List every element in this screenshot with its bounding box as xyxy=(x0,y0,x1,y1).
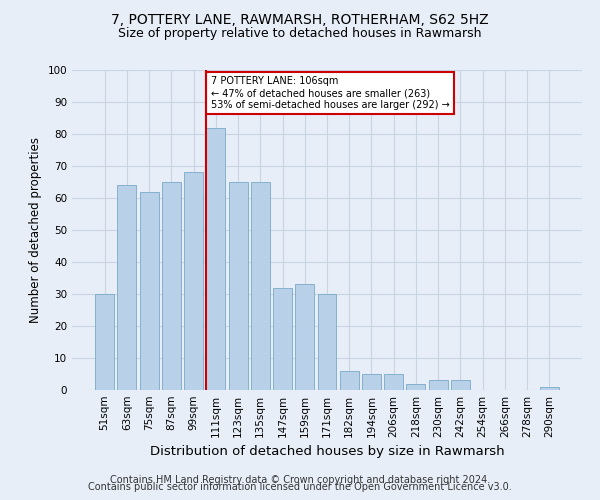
Text: Size of property relative to detached houses in Rawmarsh: Size of property relative to detached ho… xyxy=(118,28,482,40)
Bar xyxy=(140,192,158,390)
Bar xyxy=(229,182,248,390)
X-axis label: Distribution of detached houses by size in Rawmarsh: Distribution of detached houses by size … xyxy=(149,446,505,458)
Text: Contains public sector information licensed under the Open Government Licence v3: Contains public sector information licen… xyxy=(88,482,512,492)
Bar xyxy=(406,384,425,390)
Bar xyxy=(540,387,559,390)
Bar xyxy=(118,185,136,390)
Bar xyxy=(384,374,403,390)
Text: 7 POTTERY LANE: 106sqm
← 47% of detached houses are smaller (263)
53% of semi-de: 7 POTTERY LANE: 106sqm ← 47% of detached… xyxy=(211,76,449,110)
Bar xyxy=(451,380,470,390)
Bar xyxy=(362,374,381,390)
Text: Contains HM Land Registry data © Crown copyright and database right 2024.: Contains HM Land Registry data © Crown c… xyxy=(110,475,490,485)
Bar xyxy=(95,294,114,390)
Text: 7, POTTERY LANE, RAWMARSH, ROTHERHAM, S62 5HZ: 7, POTTERY LANE, RAWMARSH, ROTHERHAM, S6… xyxy=(111,12,489,26)
Bar xyxy=(162,182,181,390)
Bar xyxy=(206,128,225,390)
Bar xyxy=(295,284,314,390)
Bar xyxy=(251,182,270,390)
Bar xyxy=(184,172,203,390)
Bar xyxy=(340,371,359,390)
Bar xyxy=(429,380,448,390)
Bar xyxy=(273,288,292,390)
Bar xyxy=(317,294,337,390)
Y-axis label: Number of detached properties: Number of detached properties xyxy=(29,137,42,323)
